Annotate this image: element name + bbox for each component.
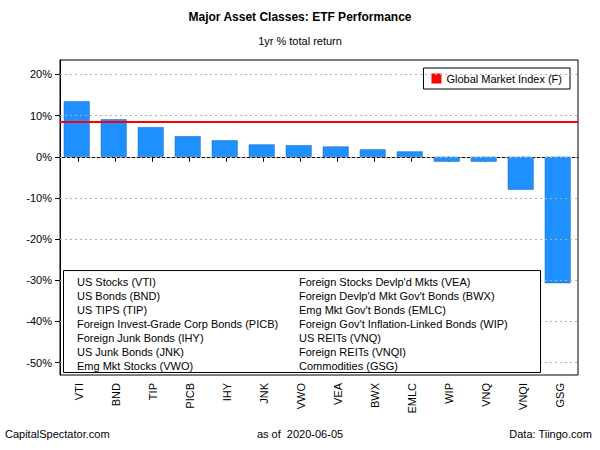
svg-text:Major Asset Classes: ETF Perfo: Major Asset Classes: ETF Performance bbox=[189, 10, 412, 24]
svg-text:-20%: -20% bbox=[26, 233, 52, 245]
svg-text:US Bonds (BND): US Bonds (BND) bbox=[77, 290, 160, 302]
svg-text:WIP: WIP bbox=[443, 383, 455, 404]
svg-text:PICB: PICB bbox=[184, 383, 196, 409]
svg-text:as of 2020-06-05: as of 2020-06-05 bbox=[257, 428, 343, 440]
svg-text:-40%: -40% bbox=[26, 315, 52, 327]
svg-text:US REITs (VNQ): US REITs (VNQ) bbox=[299, 332, 381, 344]
svg-text:VNQI: VNQI bbox=[517, 383, 529, 410]
svg-text:US Junk Bonds (JNK): US Junk Bonds (JNK) bbox=[77, 346, 184, 358]
svg-text:JNK: JNK bbox=[258, 382, 270, 403]
svg-text:20%: 20% bbox=[30, 68, 52, 80]
svg-text:-30%: -30% bbox=[26, 274, 52, 286]
svg-text:Foreign Gov't Inflation-Linked: Foreign Gov't Inflation-Linked Bonds (WI… bbox=[299, 318, 508, 330]
svg-text:Data: Tiingo.com: Data: Tiingo.com bbox=[509, 428, 592, 440]
svg-text:VNQ: VNQ bbox=[480, 383, 492, 407]
svg-text:VWO: VWO bbox=[295, 383, 307, 410]
svg-text:US Stocks (VTI): US Stocks (VTI) bbox=[77, 276, 156, 288]
svg-text:Emg Mkt Stocks (VWO): Emg Mkt Stocks (VWO) bbox=[77, 360, 193, 372]
svg-text:1yr % total return: 1yr % total return bbox=[258, 35, 342, 47]
svg-text:EMLC: EMLC bbox=[406, 383, 418, 414]
svg-text:TIP: TIP bbox=[147, 383, 159, 400]
svg-text:VEA: VEA bbox=[332, 382, 344, 405]
svg-text:IHY: IHY bbox=[221, 382, 233, 401]
svg-text:0%: 0% bbox=[36, 151, 52, 163]
svg-text:BND: BND bbox=[110, 383, 122, 406]
svg-text:Emg Mkt Gov't Bonds (EMLC): Emg Mkt Gov't Bonds (EMLC) bbox=[299, 304, 446, 316]
svg-text:-50%: -50% bbox=[26, 357, 52, 369]
svg-text:CapitalSpectator.com: CapitalSpectator.com bbox=[5, 428, 110, 440]
svg-text:Commodities (GSG): Commodities (GSG) bbox=[299, 360, 398, 372]
svg-text:Foreign Stocks Devlp'd Mkts (V: Foreign Stocks Devlp'd Mkts (VEA) bbox=[299, 276, 470, 288]
svg-text:Foreign Invest-Grade Corp Bond: Foreign Invest-Grade Corp Bonds (PICB) bbox=[77, 318, 278, 330]
svg-text:10%: 10% bbox=[30, 110, 52, 122]
svg-text:BWX: BWX bbox=[369, 382, 381, 408]
svg-text:US TIPS (TIP): US TIPS (TIP) bbox=[77, 304, 147, 316]
svg-text:Foreign Junk Bonds (IHY): Foreign Junk Bonds (IHY) bbox=[77, 332, 204, 344]
svg-text:Global Market Index (F): Global Market Index (F) bbox=[446, 73, 562, 85]
svg-text:GSG: GSG bbox=[554, 383, 566, 407]
svg-text:Foreign Devlp'd Mkt Gov't Bond: Foreign Devlp'd Mkt Gov't Bonds (BWX) bbox=[299, 290, 495, 302]
svg-text:-10%: -10% bbox=[26, 192, 52, 204]
svg-text:VTI: VTI bbox=[73, 383, 85, 400]
svg-text:Foreign REITs (VNQI): Foreign REITs (VNQI) bbox=[299, 346, 406, 358]
